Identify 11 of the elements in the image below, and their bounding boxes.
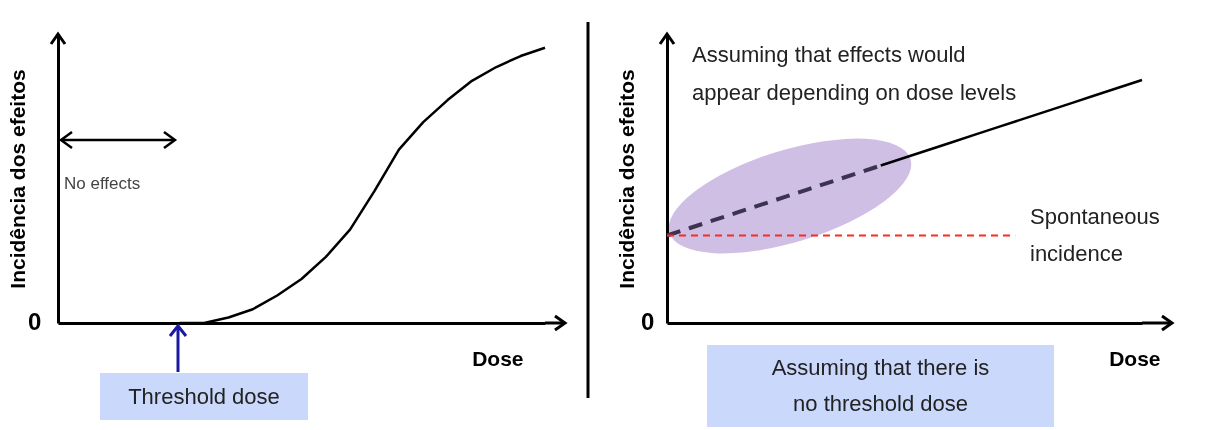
annotation: No effects [64, 174, 142, 194]
annotation: Assuming that effects would appear depending on dose levels [692, 41, 1018, 107]
y-axis-title: Incidência dos efeitos [614, 69, 638, 289]
text: Assuming that there is no threshold dose [707, 345, 1054, 427]
x-axis-title: Dose [472, 346, 524, 370]
text: Threshold dose [100, 373, 308, 420]
text: 0 [28, 308, 43, 336]
x-axis-title: Dose [1109, 346, 1161, 370]
ref-line-label: Spontaneous incidence [1030, 203, 1161, 268]
y-axis-title: Incidência dos efeitos [5, 69, 29, 289]
text: 0 [641, 308, 656, 336]
